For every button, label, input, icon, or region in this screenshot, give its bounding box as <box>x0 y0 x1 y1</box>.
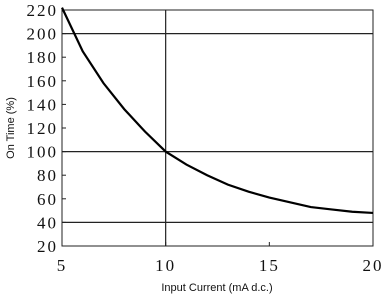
y-tick-label: 60 <box>37 190 58 209</box>
y-tick-label: 220 <box>27 1 59 20</box>
x-tick-label: 15 <box>259 256 280 275</box>
y-tick-label: 140 <box>27 95 59 114</box>
y-tick-label: 40 <box>37 213 58 232</box>
y-tick-label: 120 <box>27 119 59 138</box>
y-axis-label: On Time (%) <box>5 97 17 159</box>
plot-frame <box>61 9 374 247</box>
y-tick-label: 20 <box>37 237 58 256</box>
x-axis-label: Input Current (mA d.c.) <box>161 282 272 294</box>
y-tick-label: 100 <box>27 143 59 162</box>
x-tick-label: 5 <box>57 256 68 275</box>
y-tick-label: 200 <box>27 25 59 44</box>
y-tick-label: 160 <box>27 72 59 91</box>
x-tick-label: 20 <box>363 256 384 275</box>
x-tick-label: 10 <box>155 256 176 275</box>
data-line <box>61 7 374 215</box>
y-tick-label: 80 <box>37 166 58 185</box>
y-tick-label: 180 <box>27 48 59 67</box>
